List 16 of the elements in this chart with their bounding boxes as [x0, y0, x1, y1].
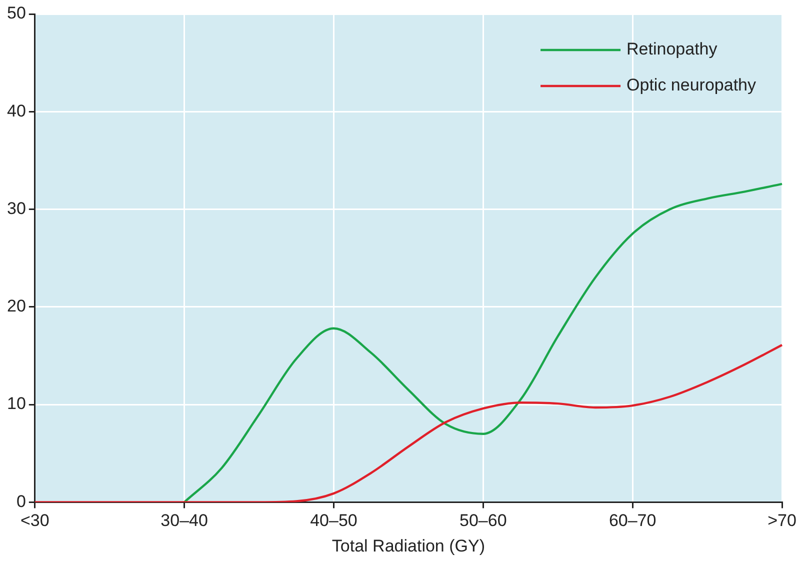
legend-label: Optic neuropathy — [626, 76, 756, 95]
x-tick-label: <30 — [20, 511, 50, 530]
y-tick-label: 40 — [6, 101, 26, 120]
x-axis-title: Total Radiation (GY) — [332, 536, 485, 556]
y-tick-label: 20 — [6, 296, 26, 316]
y-tick-label: 30 — [6, 198, 26, 218]
x-tick-label: >70 — [768, 511, 796, 530]
x-tick-label: 40–50 — [310, 511, 358, 530]
y-tick-label: 10 — [6, 394, 26, 414]
x-tick-label: 60–70 — [608, 511, 656, 530]
line-series — [183, 182, 784, 502]
x-tick-label: 50–60 — [460, 511, 507, 530]
y-tick-label: 0 — [16, 492, 26, 511]
y-tick-label: 50 — [6, 4, 26, 23]
legend-label: Retinopathy — [626, 40, 718, 59]
x-tick-label: 30–40 — [160, 511, 208, 530]
